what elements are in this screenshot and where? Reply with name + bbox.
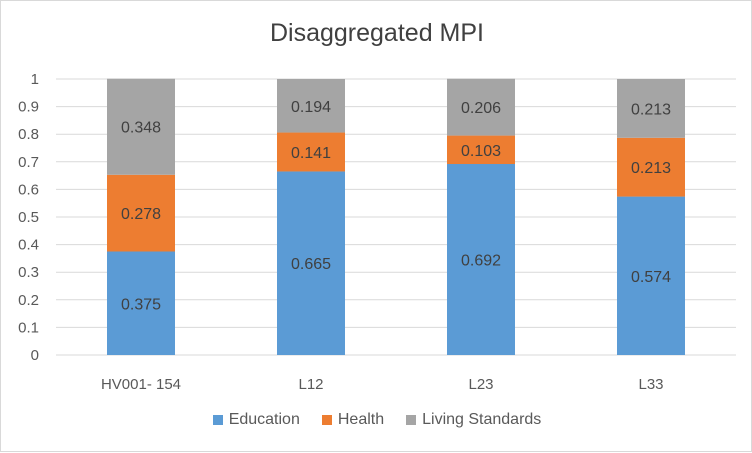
- y-tick-label: 0.5: [18, 209, 39, 226]
- bar-segment: [107, 251, 175, 355]
- data-label: 0.103: [461, 143, 501, 160]
- x-tick-label: L23: [468, 376, 493, 393]
- y-tick-label: 0.7: [18, 154, 39, 171]
- y-tick-label: 0.2: [18, 292, 39, 309]
- y-tick-label: 0.9: [18, 99, 39, 116]
- legend-swatch: [321, 415, 332, 425]
- legend-swatch: [406, 415, 417, 425]
- bar-segment: [107, 78, 175, 175]
- data-label: 0.665: [291, 256, 331, 273]
- y-tick-label: 1: [31, 71, 39, 88]
- bar-segment: [277, 171, 345, 355]
- x-tick-label: L12: [298, 376, 323, 393]
- legend-label: Education: [228, 411, 300, 428]
- legend-swatch: [212, 415, 223, 425]
- y-tick-label: 0: [31, 347, 39, 364]
- y-tick-label: 0.8: [18, 126, 39, 143]
- data-label: 0.213: [631, 101, 671, 118]
- data-label: 0.692: [461, 253, 501, 270]
- y-tick-label: 0.1: [18, 319, 39, 336]
- data-label: 0.141: [291, 145, 331, 162]
- bar-segment: [617, 196, 685, 355]
- data-label: 0.348: [121, 120, 161, 137]
- data-label: 0.574: [631, 269, 671, 286]
- legend-label: Living Standards: [422, 411, 542, 428]
- bar-segment: [447, 135, 515, 165]
- legend-item: Health: [321, 411, 385, 429]
- bar-segment: [447, 164, 515, 355]
- y-tick-label: 0.3: [18, 264, 39, 281]
- data-label: 0.375: [121, 296, 161, 313]
- legend-item: Living Standards: [406, 411, 541, 429]
- bar-segment: [617, 137, 685, 197]
- legend-label: Health: [337, 411, 385, 428]
- bar-segment: [617, 79, 685, 138]
- chart-title: Disaggregated MPI: [269, 19, 484, 47]
- data-label: 0.194: [291, 99, 331, 116]
- data-label: 0.206: [461, 100, 501, 117]
- data-label: 0.278: [121, 206, 161, 223]
- y-tick-label: 0.6: [18, 181, 39, 198]
- bar-segment: [447, 78, 515, 136]
- x-tick-label: L33: [638, 376, 663, 393]
- legend-item: Education: [212, 411, 300, 429]
- bar-segment: [277, 132, 345, 172]
- bar-segment: [107, 174, 175, 252]
- data-label: 0.213: [631, 160, 671, 177]
- bar-segment: [277, 79, 345, 133]
- x-tick-label: HV001- 154: [101, 376, 181, 393]
- y-tick-label: 0.4: [18, 237, 39, 254]
- legend: Education Health Living Standards: [1, 411, 752, 429]
